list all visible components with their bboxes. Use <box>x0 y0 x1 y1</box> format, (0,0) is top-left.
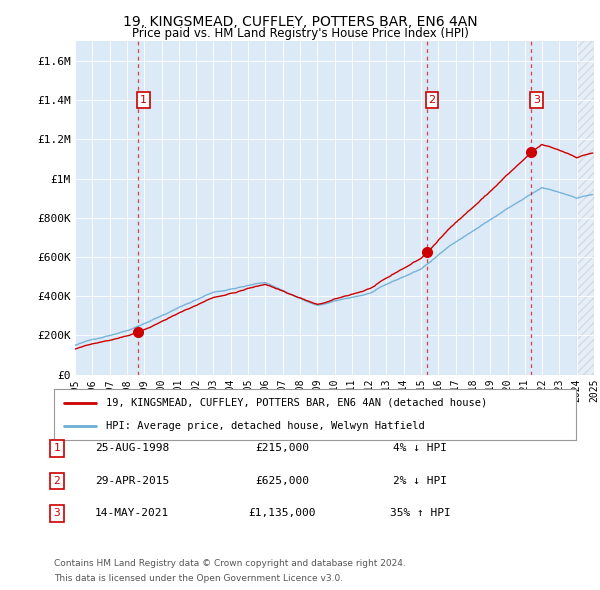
Bar <box>577 41 594 375</box>
Text: Contains HM Land Registry data © Crown copyright and database right 2024.: Contains HM Land Registry data © Crown c… <box>54 559 406 568</box>
Text: 35% ↑ HPI: 35% ↑ HPI <box>389 509 451 518</box>
Text: £625,000: £625,000 <box>255 476 309 486</box>
Text: 3: 3 <box>533 95 540 105</box>
Text: 3: 3 <box>53 509 61 518</box>
Text: HPI: Average price, detached house, Welwyn Hatfield: HPI: Average price, detached house, Welw… <box>106 421 425 431</box>
Text: 1: 1 <box>140 95 147 105</box>
Text: 4% ↓ HPI: 4% ↓ HPI <box>393 444 447 453</box>
Text: £1,135,000: £1,135,000 <box>248 509 316 518</box>
Text: 29-APR-2015: 29-APR-2015 <box>95 476 169 486</box>
Text: 19, KINGSMEAD, CUFFLEY, POTTERS BAR, EN6 4AN: 19, KINGSMEAD, CUFFLEY, POTTERS BAR, EN6… <box>122 15 478 30</box>
Text: Price paid vs. HM Land Registry's House Price Index (HPI): Price paid vs. HM Land Registry's House … <box>131 27 469 40</box>
Text: 25-AUG-1998: 25-AUG-1998 <box>95 444 169 453</box>
Text: 19, KINGSMEAD, CUFFLEY, POTTERS BAR, EN6 4AN (detached house): 19, KINGSMEAD, CUFFLEY, POTTERS BAR, EN6… <box>106 398 487 408</box>
Text: 2% ↓ HPI: 2% ↓ HPI <box>393 476 447 486</box>
Text: 2: 2 <box>53 476 61 486</box>
Text: This data is licensed under the Open Government Licence v3.0.: This data is licensed under the Open Gov… <box>54 574 343 583</box>
Text: 2: 2 <box>428 95 436 105</box>
Text: 1: 1 <box>53 444 61 453</box>
Text: £215,000: £215,000 <box>255 444 309 453</box>
Text: 14-MAY-2021: 14-MAY-2021 <box>95 509 169 518</box>
